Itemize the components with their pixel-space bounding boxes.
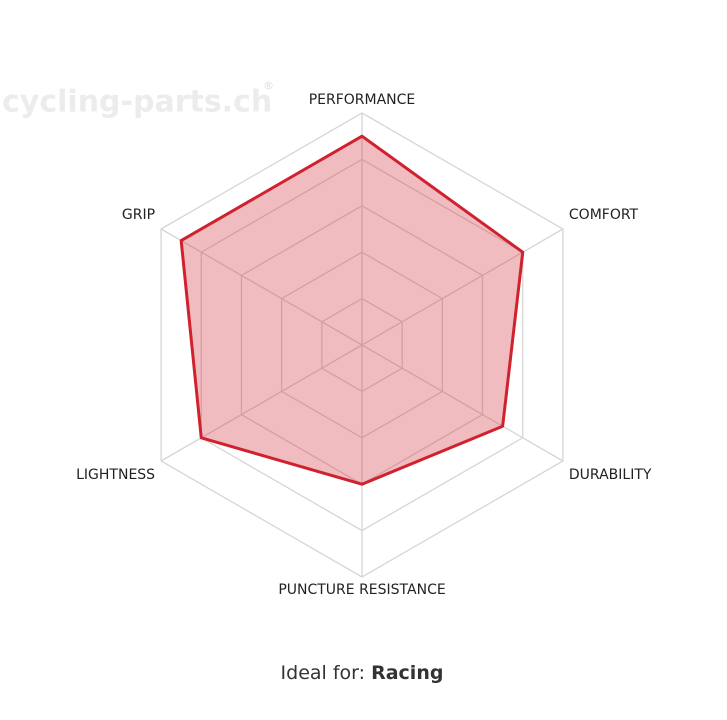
axis-label: GRIP bbox=[122, 207, 155, 223]
spoke bbox=[160, 228, 363, 346]
spoke bbox=[361, 228, 564, 346]
axis-label: COMFORT bbox=[569, 207, 639, 223]
axis-label: LIGHTNESS bbox=[76, 467, 155, 483]
data-area bbox=[179, 134, 525, 486]
axis-label: PUNCTURE RESISTANCE bbox=[278, 582, 445, 598]
axis-label: DURABILITY bbox=[569, 467, 652, 483]
spoke bbox=[160, 344, 363, 462]
footer-value: Racing bbox=[371, 662, 443, 684]
watermark-mark: ® bbox=[263, 79, 274, 92]
spoke bbox=[361, 344, 564, 462]
watermark: cycling-parts.ch bbox=[2, 85, 272, 120]
footer: Ideal for: Racing bbox=[281, 662, 444, 684]
axis-label: PERFORMANCE bbox=[309, 92, 416, 108]
footer-label: Ideal for: bbox=[281, 662, 366, 684]
